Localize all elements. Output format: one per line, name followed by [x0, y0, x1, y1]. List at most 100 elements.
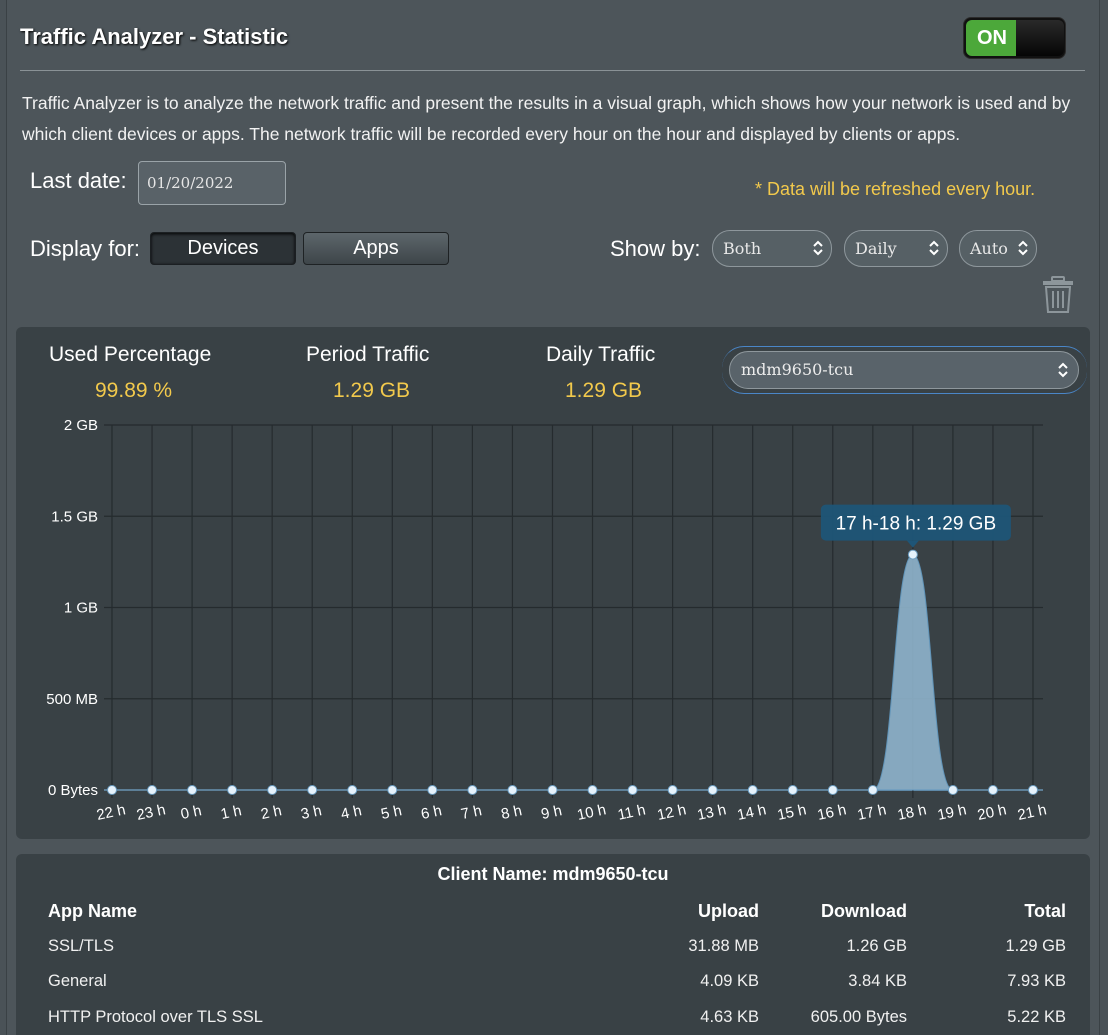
- display-for-label: Display for:: [30, 236, 141, 261]
- data-point: [507, 785, 518, 795]
- tooltip-pointer: [906, 540, 919, 548]
- total-cell: 7.93 KB: [1007, 972, 1066, 990]
- total-cell: 1.29 GB: [1005, 937, 1066, 955]
- app-name-cell: HTTP Protocol over TLS SSL: [48, 1008, 263, 1026]
- x-tick-label: 15 h: [776, 801, 808, 824]
- total-cell: 5.22 KB: [1007, 1008, 1066, 1026]
- app-name-cell: SSL/TLS: [48, 937, 115, 955]
- data-point: [387, 785, 398, 795]
- traffic-chart-panel: Used Percentage 99.89 % Period Traffic 1…: [16, 327, 1090, 839]
- client-select[interactable]: mdm9650-tcu: [729, 351, 1079, 389]
- traffic-area: [872, 554, 954, 791]
- download-cell: 605.00 Bytes: [810, 1008, 907, 1026]
- upload-cell: 4.09 KB: [700, 972, 759, 990]
- column-header-app-name: App Name: [48, 901, 138, 921]
- y-tick-label: 500 MB: [46, 691, 98, 708]
- toggle-on-label: ON: [966, 20, 1018, 56]
- x-tick-label: 1 h: [219, 802, 243, 823]
- app-name-cell: General: [48, 972, 107, 990]
- upload-cell: 4.63 KB: [700, 1008, 759, 1026]
- period-traffic-value: 1.29 GB: [333, 379, 411, 402]
- daily-traffic-value: 1.29 GB: [565, 379, 643, 402]
- data-point: [147, 785, 158, 795]
- x-tick-label: 7 h: [459, 802, 483, 823]
- x-tick-label: 2 h: [259, 802, 283, 823]
- x-tick-label: 6 h: [419, 802, 443, 823]
- x-tick-label: 9 h: [540, 802, 564, 823]
- chevron-updown-icon: [929, 240, 939, 256]
- show-by-label: Show by:: [610, 236, 701, 261]
- column-header-total: Total: [1024, 901, 1066, 921]
- chevron-updown-icon: [813, 240, 823, 256]
- x-tick-label: 5 h: [379, 802, 403, 823]
- x-tick-label: 18 h: [896, 801, 928, 824]
- data-point: [707, 785, 718, 795]
- refresh-note: * Data will be refreshed every hour.: [755, 179, 1036, 199]
- client-select-focus-ring: [722, 346, 1087, 394]
- data-point: [427, 785, 438, 795]
- app-traffic-table: Client Name: mdm9650-tcu App Name Upload…: [16, 854, 1090, 1035]
- show-by-period-value: Daily: [855, 239, 897, 258]
- x-tick-label: 0 h: [179, 802, 203, 823]
- x-tick-label: 3 h: [299, 802, 323, 823]
- x-tick-label: 16 h: [816, 801, 848, 824]
- x-tick-label: 10 h: [576, 801, 608, 824]
- upload-cell: 31.88 MB: [688, 937, 759, 955]
- x-tick-label: 17 h: [856, 801, 888, 824]
- data-point: [907, 549, 918, 560]
- x-tick-label: 11 h: [616, 801, 647, 823]
- client-select-value: mdm9650-tcu: [741, 360, 854, 379]
- used-percentage-label: Used Percentage: [49, 343, 212, 366]
- used-percentage-value: 99.89 %: [95, 379, 173, 402]
- data-point: [467, 785, 478, 795]
- x-tick-label: 20 h: [976, 801, 1008, 824]
- data-point: [227, 785, 238, 795]
- x-tick-label: 19 h: [936, 801, 968, 824]
- data-point: [547, 785, 558, 795]
- y-tick-label: 2 GB: [64, 417, 98, 434]
- title-divider: [20, 70, 1085, 71]
- traffic-analyzer-page: Traffic Analyzer - Statistic ON Traffic …: [6, 0, 1100, 1035]
- traffic-analyzer-toggle[interactable]: ON: [963, 17, 1066, 59]
- period-traffic-label: Period Traffic: [306, 343, 430, 366]
- data-point: [827, 785, 838, 795]
- show-by-type-value: Both: [723, 239, 762, 258]
- data-point: [347, 785, 358, 795]
- last-date-input[interactable]: 01/20/2022: [138, 161, 286, 205]
- traffic-chart: 0 Bytes 500 MB 1 GB 1.5 GB 2 GB 22 h 23 h 0 h 1 …: [46, 417, 1048, 824]
- column-header-download: Download: [821, 901, 907, 921]
- data-point: [667, 785, 678, 795]
- data-point: [747, 785, 758, 795]
- client-name-heading: Client Name: mdm9650-tcu: [437, 864, 669, 884]
- apps-button[interactable]: Apps: [303, 232, 449, 265]
- x-tick-label: 12 h: [656, 801, 688, 824]
- chevron-updown-icon: [1058, 362, 1068, 378]
- show-by-type-select[interactable]: Both: [712, 230, 832, 267]
- last-date-label: Last date:: [30, 168, 127, 193]
- download-cell: 1.26 GB: [846, 937, 907, 955]
- y-tick-label: 0 Bytes: [48, 782, 98, 799]
- column-header-upload: Upload: [698, 901, 759, 921]
- devices-button[interactable]: Devices: [150, 232, 296, 265]
- download-cell: 3.84 KB: [848, 972, 907, 990]
- data-point: [307, 785, 318, 795]
- data-point: [987, 785, 998, 795]
- tooltip-box: [820, 504, 1011, 541]
- x-tick-label: 21 h: [1016, 801, 1048, 824]
- daily-traffic-label: Daily Traffic: [546, 343, 656, 366]
- data-point: [1028, 785, 1038, 795]
- y-tick-label: 1 GB: [64, 600, 98, 617]
- chevron-updown-icon: [1018, 240, 1028, 256]
- data-point: [187, 785, 198, 795]
- trash-icon[interactable]: [1041, 276, 1075, 314]
- x-tick-label: 8 h: [500, 802, 524, 823]
- toggle-knob: [1016, 20, 1064, 56]
- show-by-period-select[interactable]: Daily: [844, 230, 948, 267]
- data-point: [107, 785, 117, 795]
- show-by-unit-select[interactable]: Auto: [959, 230, 1037, 267]
- data-point: [267, 785, 278, 795]
- data-point: [947, 785, 958, 795]
- x-tick-label: 22 h: [95, 801, 127, 824]
- x-tick-label: 14 h: [736, 801, 768, 824]
- data-point: [867, 785, 878, 795]
